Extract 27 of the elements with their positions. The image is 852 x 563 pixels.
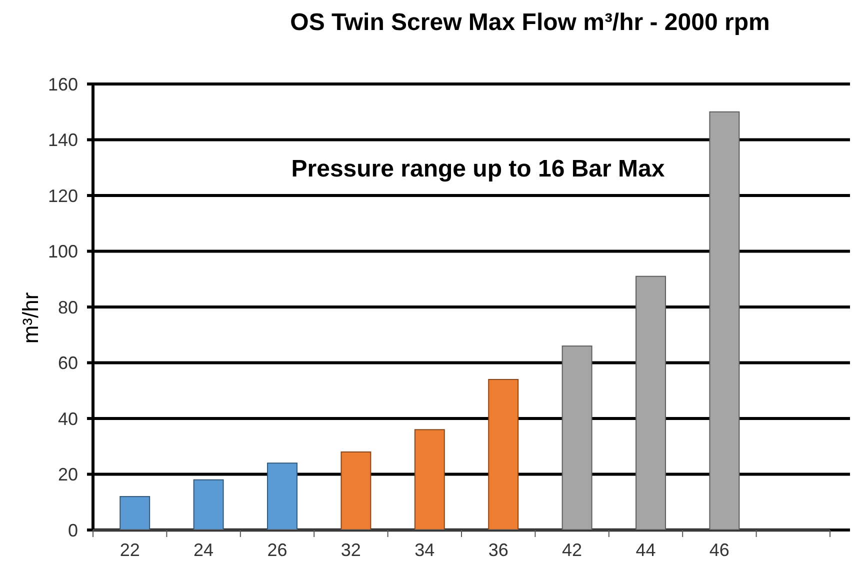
y-tick-label: 160 — [48, 74, 78, 94]
x-tick-label: 32 — [340, 540, 361, 560]
x-tick-label: 34 — [414, 540, 435, 560]
y-tick-label: 120 — [48, 186, 78, 206]
y-tick-label: 100 — [48, 242, 78, 262]
y-tick-label: 20 — [58, 464, 78, 485]
bar — [193, 479, 224, 530]
bar — [340, 451, 372, 530]
bar — [488, 378, 519, 530]
chart-title: OS Twin Screw Max Flow m³/hr - 2000 rpm — [290, 9, 770, 36]
x-tick-label: 44 — [636, 540, 656, 560]
annotation: Pressure range up to 16 Bar Max — [291, 156, 666, 183]
y-tick-label: 80 — [58, 297, 78, 318]
bar — [414, 429, 445, 530]
x-tick-label: 24 — [194, 540, 214, 560]
bar — [267, 462, 298, 530]
x-tick-label: 36 — [488, 540, 508, 560]
bar — [120, 496, 150, 530]
y-tick-label: 0 — [68, 520, 78, 540]
x-tick-label: 46 — [709, 540, 730, 560]
y-tick-label: 40 — [58, 408, 78, 429]
x-tick-label: 42 — [562, 540, 582, 560]
x-tick-label: 26 — [267, 540, 288, 560]
x-tick-label: 22 — [120, 540, 140, 560]
y-tick-label: 60 — [58, 353, 78, 374]
y-axis-title: m³/hr — [18, 292, 43, 344]
y-tick-label: 140 — [48, 130, 78, 150]
